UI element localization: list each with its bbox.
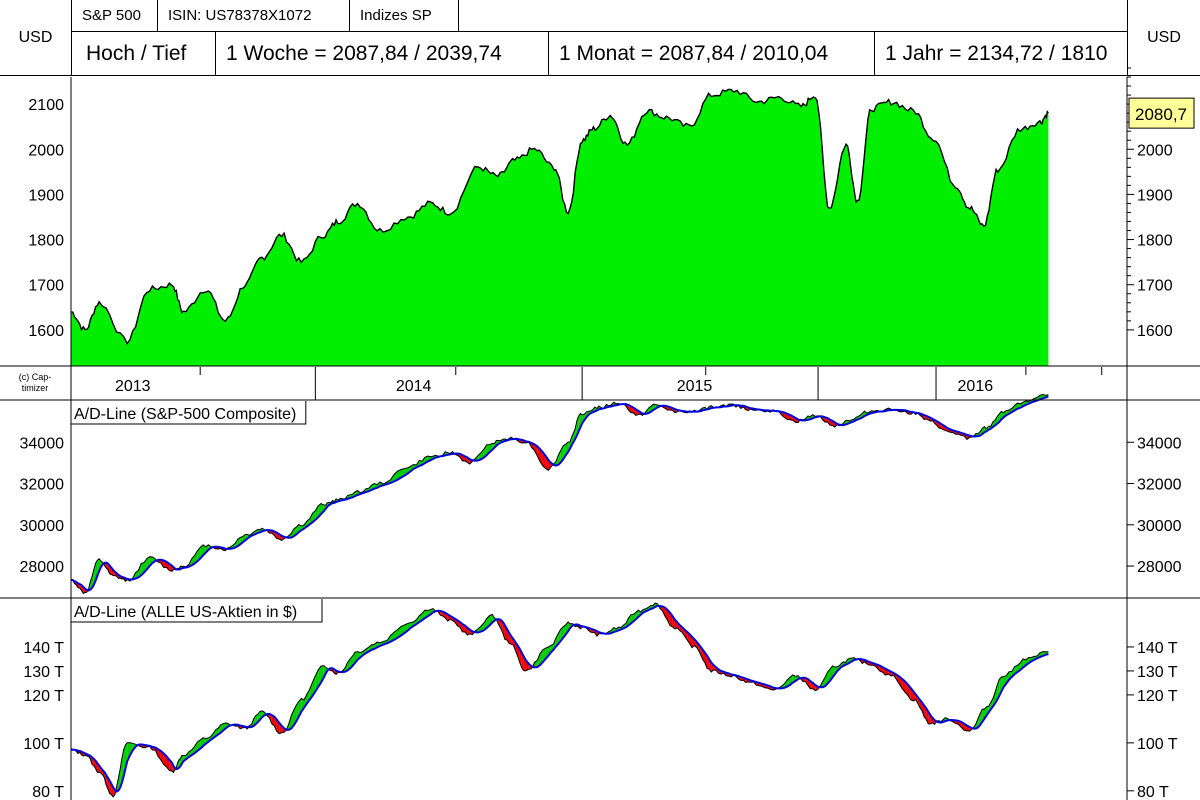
time-axis: 2013 2014 2015 2016 xyxy=(115,367,1103,400)
ad-line xyxy=(70,602,1049,798)
price-y-tick-right: 1900 xyxy=(1137,187,1173,204)
last-price-badge xyxy=(1128,97,1195,129)
header-row-1: S&P 500 ISIN: US78378X1072 Indizes SP xyxy=(72,0,1127,32)
price-y-tick-right: 1600 xyxy=(1137,323,1173,340)
time-axis-label: 2016 xyxy=(958,378,994,395)
chart-frame xyxy=(0,77,1200,800)
ad-y-tick-right: 28000 xyxy=(1137,559,1182,576)
ad-line-sp500-panel: A/D-Line (S&P-500 Composite) 28000 28000 30… xyxy=(20,393,1182,595)
isin: ISIN: US78378X1072 xyxy=(158,0,350,31)
ad-y-tick-right: 120 T xyxy=(1137,688,1178,705)
year-range: 1 Jahr = 2134,72 / 1810 xyxy=(885,42,1108,65)
ad-y-tick-right: 34000 xyxy=(1137,435,1182,452)
header: USD USD S&P 500 ISIN: US78378X1072 Indiz… xyxy=(0,0,1200,76)
symbol-name: S&P 500 xyxy=(72,0,158,31)
ad-moving-average xyxy=(70,605,1049,793)
price-y-tick-left: 1700 xyxy=(28,278,64,295)
ad-up-fill xyxy=(825,672,828,687)
price-y-tick-left: 1900 xyxy=(28,187,64,204)
ad-y-tick-right: 32000 xyxy=(1137,477,1182,494)
ad-y-tick-left: 34000 xyxy=(20,435,65,452)
ad-y-tick-left: 28000 xyxy=(20,559,65,576)
ad-down-fill xyxy=(537,446,541,462)
price-y-tick-left: 2000 xyxy=(28,142,64,159)
time-axis-label: 2013 xyxy=(115,378,151,395)
ad-up-fill xyxy=(138,563,142,578)
price-y-tick-right: 2000 xyxy=(1137,142,1173,159)
ad-up-fill xyxy=(127,742,130,762)
ad-y-tick-left: 120 T xyxy=(23,688,64,705)
ad-y-tick-left: 30000 xyxy=(20,518,65,535)
ad-up-fill xyxy=(197,547,201,562)
ad-y-tick-left: 130 T xyxy=(23,664,64,681)
ad-y-tick-left: 32000 xyxy=(20,477,65,494)
price-panel: 1600 1600 1700 1700 1800 1800 1900 1900 2000 2000… xyxy=(28,67,1195,367)
price-y-tick-right: 1700 xyxy=(1137,278,1173,295)
copyright: (c) Cap- timizer xyxy=(18,372,52,393)
week-range: 1 Woche = 2087,84 / 2039,74 xyxy=(216,32,549,76)
ad-up-fill xyxy=(90,576,93,590)
ad-y-tick-left: 140 T xyxy=(23,640,64,657)
ad-line-all-us-panel: A/D-Line (ALLE US-Aktien in $) 80 T 80 T 10… xyxy=(23,599,1178,800)
ad-title-box xyxy=(71,401,307,425)
ad-down-fill xyxy=(534,444,538,456)
currency-left: USD xyxy=(0,0,72,76)
ad-up-fill xyxy=(537,653,541,668)
ad-y-tick-right: 140 T xyxy=(1137,640,1178,657)
ad-y-tick-left: 80 T xyxy=(32,784,64,800)
ad-up-fill xyxy=(194,550,198,564)
ad-down-fill xyxy=(158,749,161,761)
ad-up-fill xyxy=(118,769,121,791)
ad-up-fill xyxy=(822,677,826,688)
ad-up-fill xyxy=(120,758,122,788)
ad-down-fill xyxy=(662,606,665,617)
ad-up-fill xyxy=(976,718,979,729)
header-row-2: Hoch / Tief 1 Woche = 2087,84 / 2039,74 … xyxy=(72,32,1127,76)
ad-moving-average xyxy=(70,395,1049,592)
ad-y-tick-left: 100 T xyxy=(23,736,64,753)
price-y-tick-right: 1800 xyxy=(1137,233,1173,250)
ad-y-tick-right: 100 T xyxy=(1137,736,1178,753)
currency-right: USD xyxy=(1127,0,1200,76)
ad-down-fill xyxy=(667,609,670,626)
ad-down-fill xyxy=(271,715,275,726)
ad-up-fill xyxy=(978,713,981,728)
price-y-tick-left: 2100 xyxy=(28,97,64,114)
ad-panel-title: A/D-Line (ALLE US-Aktien in $) xyxy=(74,604,297,621)
time-axis-label: 2014 xyxy=(396,378,432,395)
ad-up-fill xyxy=(483,444,487,458)
ad-panel-title: A/D-Line (S&P-500 Composite) xyxy=(74,406,296,423)
exchange: Indizes SP xyxy=(350,0,459,31)
last-price-label: 2080,7 xyxy=(1135,105,1187,124)
price-area xyxy=(71,89,1049,367)
ad-y-tick-right: 130 T xyxy=(1137,664,1178,681)
ad-up-fill xyxy=(481,449,484,460)
price-y-tick-left: 1800 xyxy=(28,233,64,250)
ad-down-fill xyxy=(540,448,543,466)
ad-down-fill xyxy=(525,660,529,671)
price-line xyxy=(70,88,1049,345)
ad-y-tick-right: 30000 xyxy=(1137,518,1182,535)
ad-title-box xyxy=(71,599,323,623)
ad-up-fill xyxy=(293,704,297,726)
high-low-label: Hoch / Tief xyxy=(72,32,216,76)
ad-down-fill xyxy=(500,619,503,634)
month-range: 1 Monat = 2087,84 / 2010,04 xyxy=(549,32,875,76)
ad-up-fill xyxy=(481,623,484,632)
time-axis-label: 2015 xyxy=(677,378,713,395)
ad-y-tick-right: 80 T xyxy=(1137,784,1169,800)
ad-up-fill xyxy=(315,505,319,520)
price-y-tick-left: 1600 xyxy=(28,323,64,340)
ad-down-fill xyxy=(498,619,501,629)
